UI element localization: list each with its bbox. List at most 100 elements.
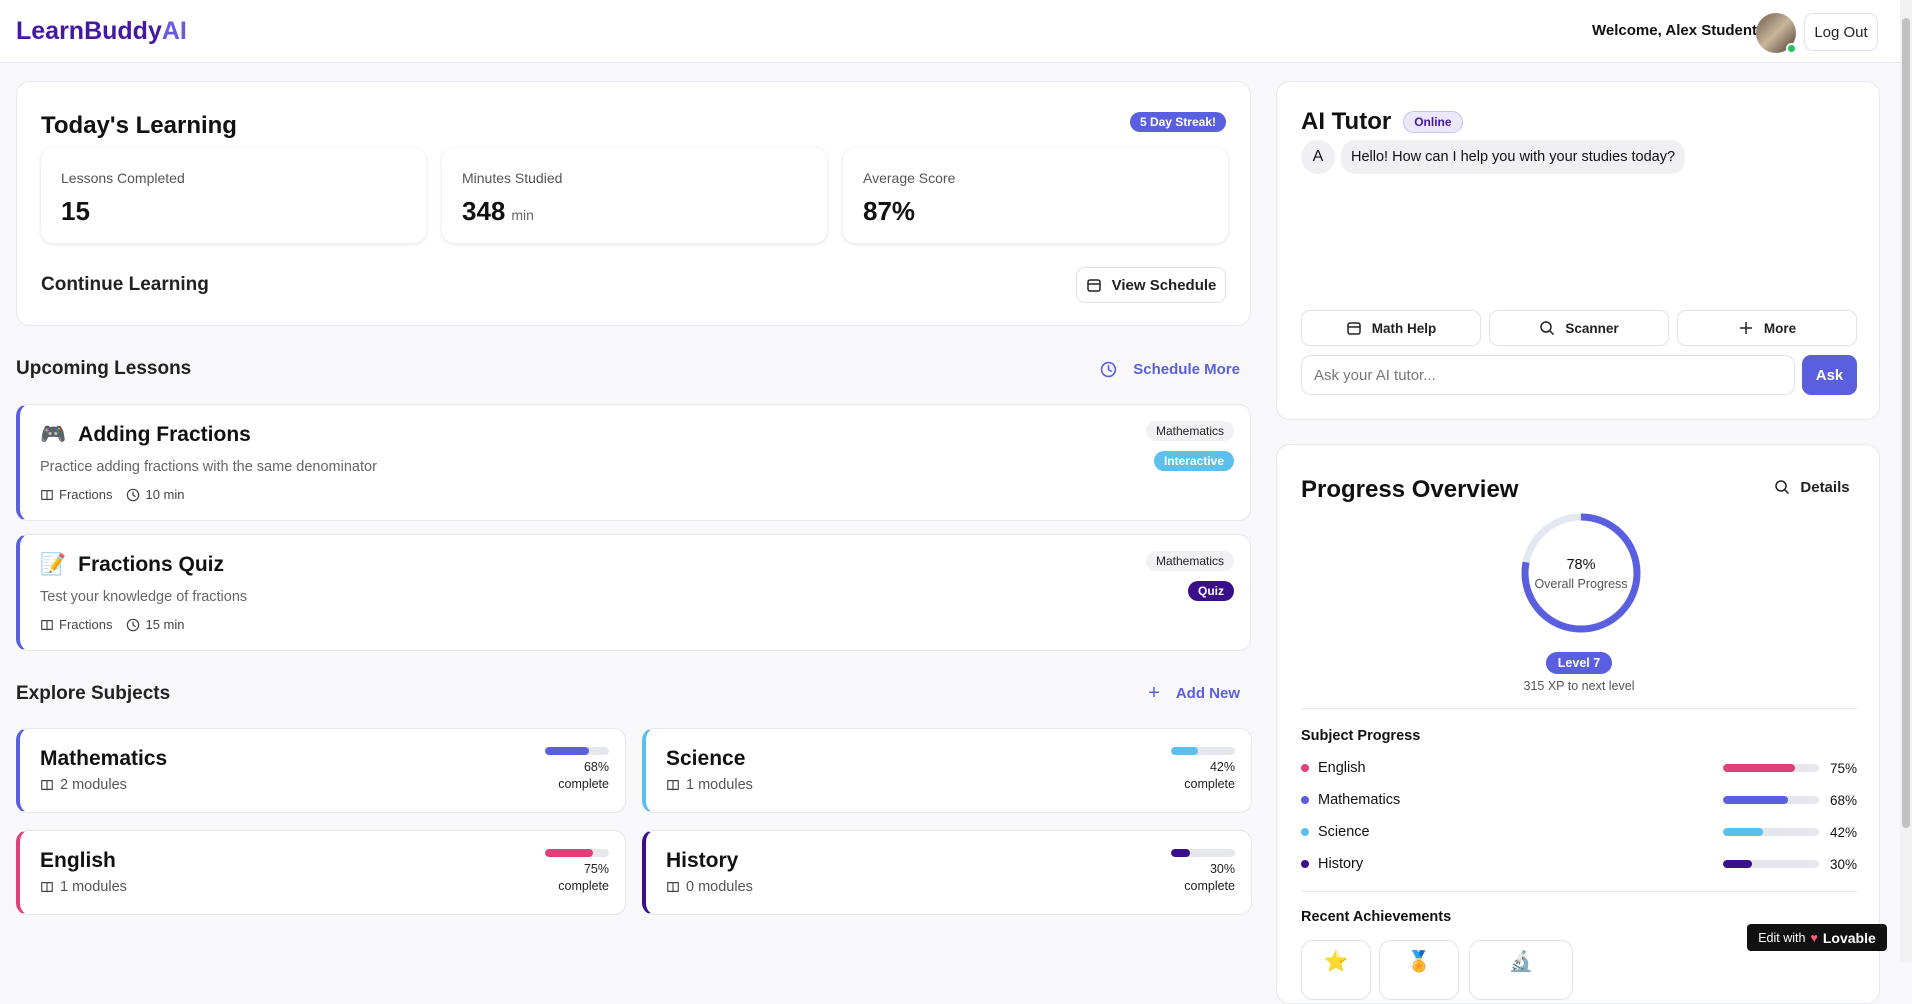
subject-card[interactable]: History 0 modules 30% complete [642, 830, 1252, 915]
streak-badge: 5 Day Streak! [1129, 112, 1226, 132]
status-badge: Online [1403, 111, 1463, 133]
lesson-card[interactable]: 📝 Fractions Quiz Test your knowledge of f… [16, 534, 1251, 651]
stat-card: Lessons Completed 15 [41, 148, 426, 243]
stat-label: Minutes Studied [462, 170, 563, 186]
lovable-badge[interactable]: Edit with ♥ Lovable [1747, 924, 1887, 951]
stat-value: 15 [61, 196, 406, 227]
xp-text: 315 XP to next level [1523, 679, 1635, 693]
scrollbar[interactable] [1900, 0, 1912, 962]
stat-number: 348 [462, 196, 506, 226]
dot [1301, 764, 1309, 772]
lesson-icon: 🎮 [40, 423, 67, 446]
subject-progress-list: English 75% Mathematics 68% Science 42% Histor… [1301, 752, 1857, 880]
dot [1301, 828, 1309, 836]
view-schedule-button[interactable]: View Schedule [1076, 267, 1226, 303]
heart-icon: ♥ [1810, 930, 1818, 945]
progress-track [1171, 849, 1235, 857]
subject-progress-row: English 75% [1301, 752, 1857, 784]
label: More [1763, 320, 1797, 336]
header: LearnBuddyAI Welcome, Alex Student Log O… [0, 0, 1900, 63]
tutor-input[interactable]: Ask your AI tutor... [1301, 355, 1795, 395]
add-new[interactable]: + Add New [1148, 682, 1240, 705]
modules: 1 modules [666, 777, 1231, 793]
dot [1301, 796, 1309, 804]
subject-progress-row: Science 42% [1301, 816, 1857, 848]
book-icon [41, 619, 53, 630]
progress-track [1723, 828, 1819, 836]
continue-title: Continue Learning [41, 274, 209, 295]
book-icon [667, 780, 679, 791]
lesson-card[interactable]: 🎮 Adding Fractions Practice adding fracti… [16, 404, 1251, 521]
subject-progress: 30% complete [1171, 849, 1235, 895]
ring-progress [1521, 513, 1641, 633]
progress-text: 68% [1829, 792, 1857, 808]
logo[interactable]: LearnBuddyAI [16, 17, 187, 46]
lesson-meta: Fractions 15 min [40, 617, 1230, 632]
section-title: Upcoming Lessons [16, 358, 192, 379]
subjects-header: Explore Subjects + Add New [16, 682, 1240, 705]
stat-number: 87% [863, 196, 916, 226]
subject-card[interactable]: Science 1 modules 42% complete [642, 728, 1252, 813]
topic: Fractions [40, 617, 112, 632]
subject-progress-row: Mathematics 68% [1301, 784, 1857, 816]
logout-button[interactable]: Log Out [1804, 13, 1878, 51]
progress-text: 30% [1829, 856, 1857, 872]
action-icon [1346, 322, 1361, 335]
complete-text: complete [558, 777, 609, 791]
modules-text: 1 modules [686, 777, 753, 793]
subject-name: Science [1318, 824, 1370, 840]
achievement-tile[interactable]: ⭐ [1301, 940, 1371, 1000]
lesson-description: Test your knowledge of fractions [40, 589, 248, 605]
divider [1301, 891, 1857, 892]
ask-button[interactable]: Ask [1802, 355, 1857, 395]
schedule-more[interactable]: Schedule More [1100, 361, 1240, 378]
badge-text: Edit with [1758, 930, 1806, 945]
progress-ring [1521, 513, 1641, 633]
tutor-title: AI Tutor [1301, 108, 1392, 135]
welcome: Welcome, Alex Student [1592, 22, 1758, 39]
complete-text: complete [1184, 879, 1235, 893]
label: View Schedule [1111, 276, 1217, 294]
progress-text: 75% [1829, 760, 1857, 776]
progress-track [1723, 796, 1819, 804]
stat-card: Average Score 87% [843, 148, 1228, 243]
progress-bar [1723, 796, 1789, 804]
modules-text: 2 modules [60, 777, 127, 793]
progress-bar [1723, 764, 1795, 772]
topic-text: Fractions [59, 617, 113, 632]
level-badge: Level 7 [1545, 652, 1613, 674]
subject-card[interactable]: English 1 modules 75% complete [16, 830, 626, 915]
clock-icon [1101, 361, 1117, 377]
book-icon [41, 780, 53, 791]
quick-action[interactable]: Scanner [1489, 310, 1669, 346]
progress-track [545, 747, 609, 755]
today-title: Today's Learning [41, 112, 237, 139]
label: Math Help [1371, 320, 1437, 336]
subject-name: Mathematics [40, 747, 168, 770]
subject-card[interactable]: Mathematics 2 modules 68% complete [16, 728, 626, 813]
progress-track [545, 849, 609, 857]
subject-progress: 75% complete [545, 849, 609, 895]
action-icon [1739, 322, 1752, 334]
details-button[interactable]: Details [1769, 469, 1855, 505]
subject-name: English [1318, 760, 1366, 776]
achievement-tile[interactable]: 🏅 [1379, 940, 1459, 1000]
scroll-thumb[interactable] [1902, 18, 1910, 828]
achievement-tile[interactable]: 🔬 [1469, 940, 1573, 1000]
progress-text: 75% [583, 862, 609, 876]
lesson-title: Fractions Quiz [78, 553, 225, 576]
label: Details [1800, 478, 1850, 496]
divider [1301, 708, 1857, 709]
clock-icon [127, 618, 140, 631]
avatar[interactable] [1756, 13, 1797, 54]
progress-text: 68% [583, 760, 609, 774]
quick-action[interactable]: More [1677, 310, 1857, 346]
tutor-card: AI Tutor Online A Hello! How can I help y… [1276, 81, 1880, 420]
subject-name: Mathematics [1318, 792, 1401, 808]
stat-label: Average Score [863, 170, 956, 186]
quick-action[interactable]: Math Help [1301, 310, 1481, 346]
calendar-icon [1086, 279, 1101, 292]
duration-text: 15 min [145, 617, 185, 632]
progress-track [1171, 747, 1235, 755]
